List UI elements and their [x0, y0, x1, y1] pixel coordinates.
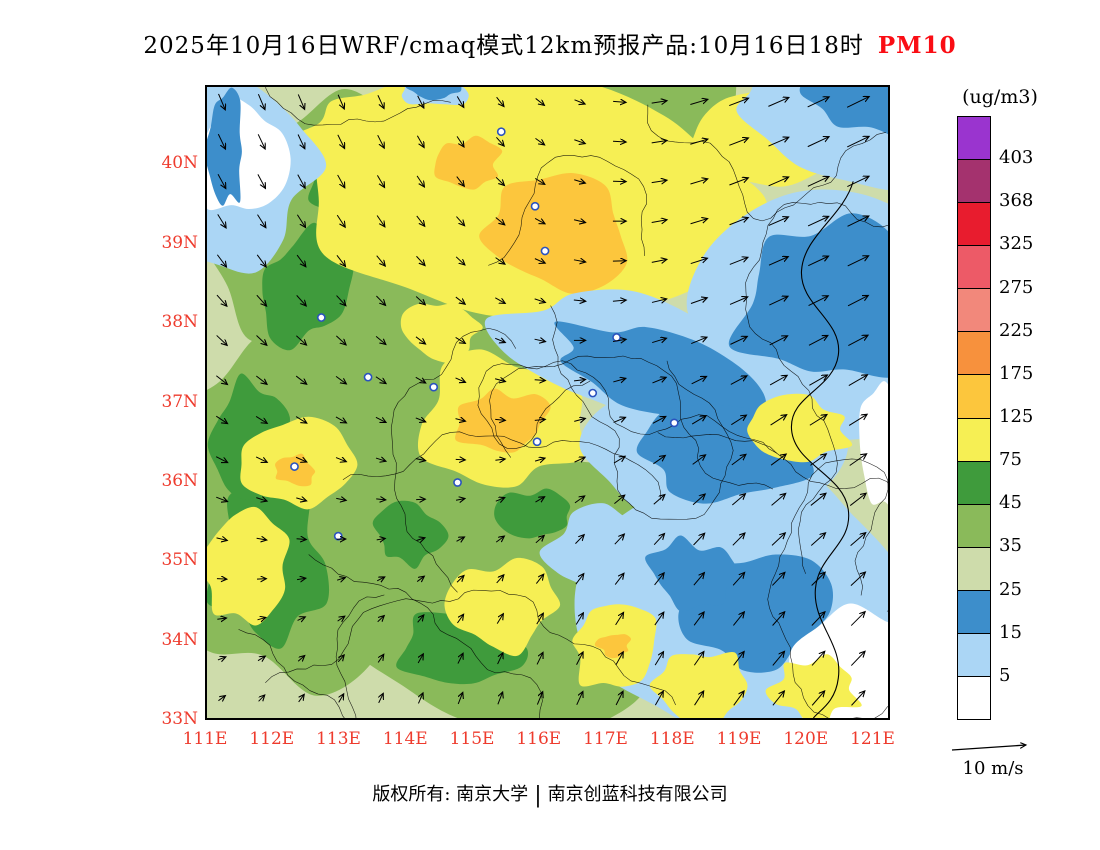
colorbar-level-15: 15 [999, 621, 1022, 643]
lon-tick-120E: 120E [783, 729, 829, 749]
lon-tick-112E: 112E [249, 729, 295, 749]
lat-tick-34N: 34N [161, 629, 198, 650]
colorbar-level-403: 403 [999, 147, 1034, 169]
lon-tick-119E: 119E [716, 729, 762, 749]
colorbar-cell [958, 590, 990, 634]
copyright-right: 南京创蓝科技有限公司 [547, 784, 728, 805]
colorbar-level-5: 5 [999, 664, 1011, 686]
colorbar-level-25: 25 [999, 578, 1022, 600]
lat-tick-33N: 33N [161, 709, 198, 730]
colorbar-level-275: 275 [999, 276, 1034, 298]
lon-tick-114E: 114E [382, 729, 428, 749]
colorbar-cell [958, 246, 990, 290]
colorbar-cell [958, 547, 990, 591]
lon-tick-116E: 116E [516, 729, 562, 749]
wind-speed-legend: 10 m/s [948, 736, 1038, 779]
lon-tick-115E: 115E [449, 729, 495, 749]
copyright-separator: | [534, 783, 542, 808]
colorbar-level-75: 75 [999, 449, 1022, 471]
colorbar-cell [958, 461, 990, 505]
colorbar-level-175: 175 [999, 362, 1034, 384]
colorbar-cell [958, 633, 990, 678]
colorbar-level-45: 45 [999, 492, 1022, 514]
copyright-footer: 版权所有: 南京大学 | 南京创蓝科技有限公司 [0, 780, 1100, 808]
lat-tick-37N: 37N [161, 391, 198, 412]
lon-tick-121E: 121E [850, 729, 895, 749]
colorbar-level-225: 225 [999, 319, 1034, 341]
colorbar-level-35: 35 [999, 535, 1022, 557]
colorbar-cell [958, 375, 990, 419]
colorbar-cell [958, 203, 990, 247]
colorbar-cell [958, 677, 990, 720]
colorbar-cell [958, 332, 990, 376]
colorbar [957, 116, 991, 720]
title-main: 2025年10月16日WRF/cmaq模式12km预报产品:10月16日18时 [143, 33, 864, 59]
copyright-left: 版权所有: 南京大学 [372, 784, 529, 805]
colorbar-unit-label: (ug/m3) [962, 86, 1038, 108]
map-plot [207, 87, 888, 718]
lat-tick-38N: 38N [161, 312, 198, 333]
lat-tick-39N: 39N [161, 232, 198, 253]
colorbar-level-125: 125 [999, 406, 1034, 427]
colorbar-level-368: 368 [999, 190, 1034, 212]
lat-tick-35N: 35N [161, 550, 198, 571]
lon-tick-118E: 118E [649, 729, 695, 749]
colorbar-cell [958, 418, 990, 462]
lon-tick-111E: 111E [182, 729, 228, 749]
colorbar-level-325: 325 [999, 233, 1034, 255]
colorbar-cell [958, 289, 990, 333]
colorbar-cell [958, 504, 990, 548]
page-title: 2025年10月16日WRF/cmaq模式12km预报产品:10月16日18时 P… [0, 26, 1100, 60]
wind-reference-arrow [951, 736, 1036, 751]
wind-reference-label: 10 m/s [962, 758, 1024, 779]
lon-tick-113E: 113E [316, 729, 361, 749]
map-frame [205, 85, 890, 720]
lat-tick-36N: 36N [161, 470, 198, 491]
colorbar-cell [958, 160, 990, 204]
title-pollutant: PM10 [877, 32, 957, 59]
lat-tick-40N: 40N [161, 153, 198, 174]
colorbar-cell [958, 117, 990, 161]
lon-tick-117E: 117E [583, 729, 628, 749]
